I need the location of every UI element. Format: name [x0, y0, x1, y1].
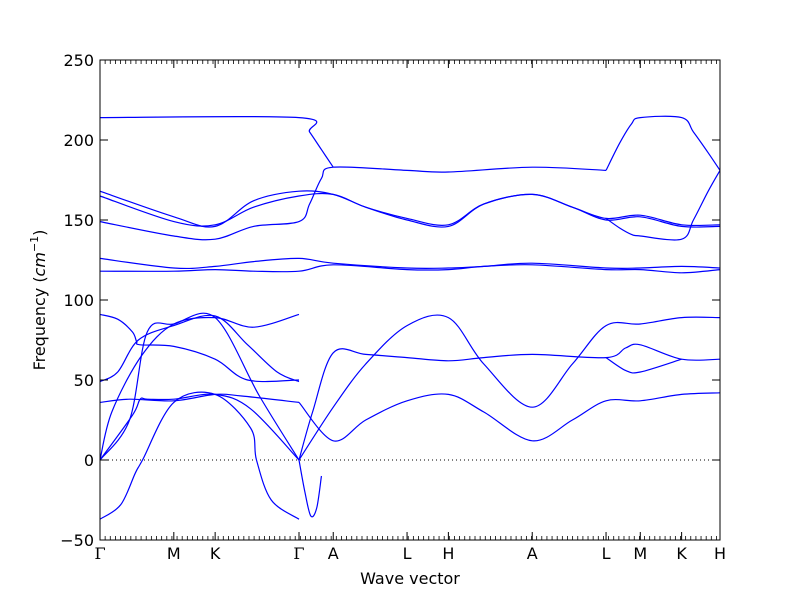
band-line-7	[99, 391, 300, 520]
x-tick-label: M	[167, 544, 181, 563]
plot-frame	[99, 59, 721, 541]
y-axis-label-exponent: −1	[28, 236, 41, 252]
x-tick-label: M	[633, 544, 647, 563]
band-line-6	[99, 393, 300, 461]
y-tick-label: 200	[63, 131, 94, 150]
y-axis-label-text: Frequency (	[30, 276, 49, 370]
band-lines	[99, 115, 721, 520]
band-line-5	[99, 393, 300, 403]
band-line-20	[605, 170, 721, 241]
plot-background	[100, 60, 720, 540]
x-tick-label: Γ	[94, 544, 105, 563]
band-line-18	[99, 115, 334, 168]
y-tick-label: 250	[63, 51, 94, 70]
x-tick-label: K	[676, 544, 687, 563]
x-tick-label: A	[328, 544, 339, 563]
y-tick-label: 0	[84, 451, 94, 470]
axis-ticks	[99, 59, 721, 541]
y-axis-label-unit: cm	[30, 252, 49, 276]
band-line-17	[99, 166, 607, 241]
band-line-19	[605, 115, 721, 171]
y-tick-labels: −50 0 50 100 150 200 250	[60, 51, 94, 550]
x-tick-label: K	[210, 544, 221, 563]
x-tick-label: H	[714, 544, 726, 563]
x-tick-label: A	[527, 544, 538, 563]
x-tick-label: L	[602, 544, 611, 563]
x-axis-label: Wave vector	[360, 569, 460, 588]
y-tick-label: 150	[63, 211, 94, 230]
x-tick-label: Γ	[293, 544, 304, 563]
band-line-8	[298, 459, 323, 518]
x-tick-label: H	[442, 544, 454, 563]
band-line-16	[99, 192, 721, 227]
band-line-9	[298, 314, 721, 461]
y-tick-label: 50	[74, 371, 94, 390]
x-tick-label: L	[403, 544, 412, 563]
band-line-11	[298, 392, 721, 442]
y-axis-label-close: )	[30, 230, 49, 236]
band-line-13	[99, 264, 721, 274]
band-line-1	[99, 313, 299, 383]
y-tick-label: 100	[63, 291, 94, 310]
band-line-10	[298, 343, 721, 461]
band-line-15	[99, 190, 721, 228]
band-line-14	[99, 257, 721, 270]
y-axis-label: Frequency (cm−1)	[28, 230, 49, 371]
band-line-12	[605, 357, 682, 374]
y-tick-label: −50	[60, 531, 94, 550]
